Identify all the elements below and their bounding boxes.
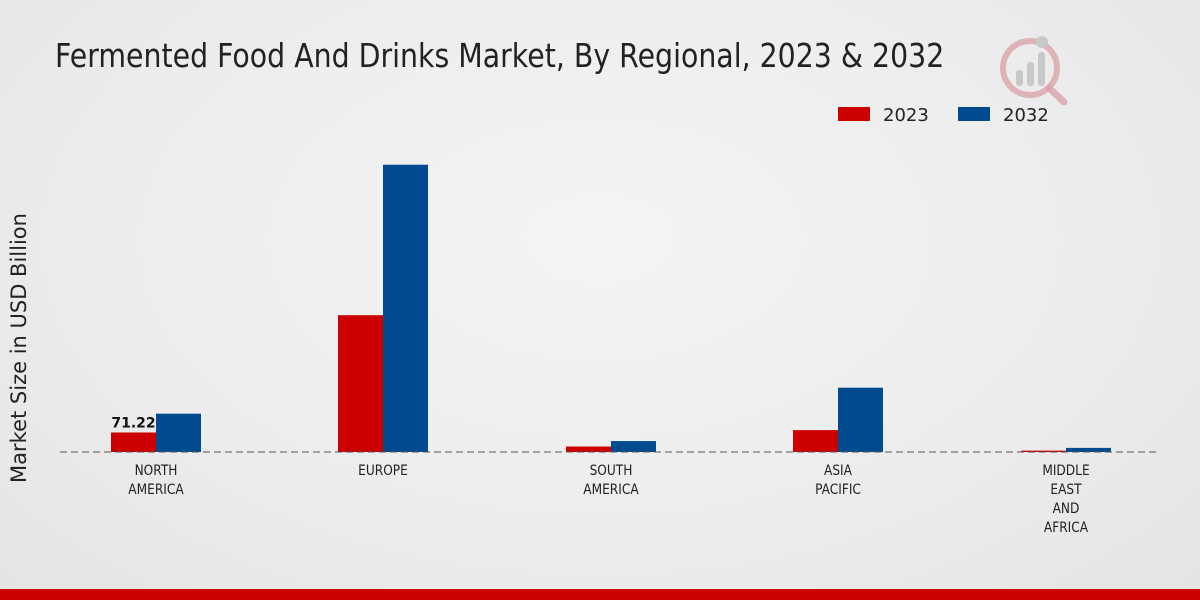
legend-label-2032: 2032 xyxy=(1003,105,1049,126)
bar-2023-0 xyxy=(111,432,156,452)
chart-title: Fermented Food And Drinks Market, By Reg… xyxy=(55,36,945,75)
bars-group xyxy=(111,164,1111,452)
legend: 2023 2032 xyxy=(838,105,1049,126)
bar-2032-3 xyxy=(838,387,883,452)
x-tick-label: EUROPE xyxy=(358,463,408,479)
bar-2023-4 xyxy=(1021,450,1066,452)
x-tick-label: SOUTH AMERICA xyxy=(583,463,638,498)
x-tick-label: ASIA PACIFIC xyxy=(815,463,861,498)
bar-2032-0 xyxy=(156,413,201,452)
bottom-accent-bar xyxy=(0,589,1200,600)
bar-2032-2 xyxy=(611,441,656,452)
bar-2023-3 xyxy=(793,430,838,452)
legend-swatch-2032 xyxy=(958,107,990,121)
bar-2032-1 xyxy=(383,164,428,452)
data-labels: 71.22 xyxy=(111,416,155,432)
legend-label-2023: 2023 xyxy=(883,105,929,126)
y-axis-label: Market Size in USD Billion xyxy=(7,213,31,483)
x-tick-label: MIDDLE EAST AND AFRICA xyxy=(1042,463,1089,536)
data-label: 71.22 xyxy=(111,416,155,432)
x-tick-label: NORTH AMERICA xyxy=(128,463,183,498)
x-tick-labels: NORTH AMERICA EUROPE SOUTH AMERICA ASIA PACIFI… xyxy=(128,463,1089,536)
bar-2032-4 xyxy=(1066,447,1111,452)
brand-logo-icon xyxy=(992,28,1072,113)
bar-2023-1 xyxy=(338,315,383,452)
legend-swatch-2023 xyxy=(838,107,870,121)
bar-2023-2 xyxy=(566,446,611,452)
